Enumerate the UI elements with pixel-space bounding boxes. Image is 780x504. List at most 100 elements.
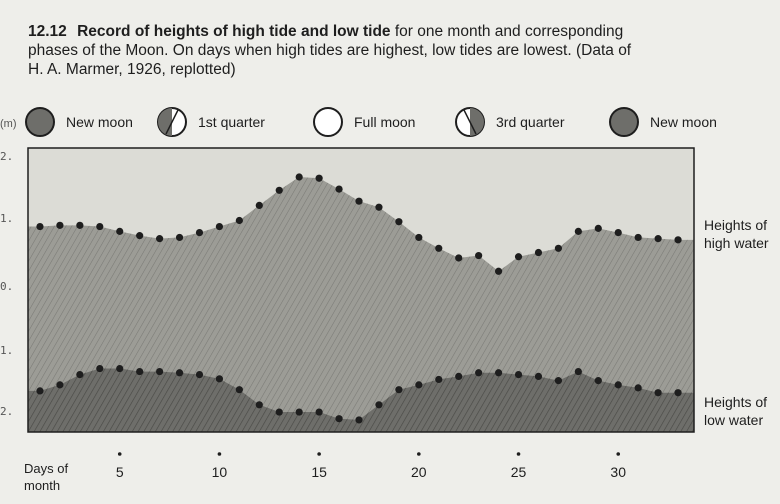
figure-number: 12.12 xyxy=(28,23,67,40)
new-moon-icon xyxy=(609,107,639,137)
low-water-point xyxy=(215,375,224,383)
first-quarter-icon xyxy=(157,107,187,137)
low-water-point xyxy=(255,401,263,409)
full-moon-icon xyxy=(313,107,343,137)
low-water-point xyxy=(156,367,164,376)
low-water-point xyxy=(395,386,403,394)
high-water-point xyxy=(175,233,184,242)
figure-caption-text: for one month and corresponding phases o… xyxy=(28,23,632,78)
low-water-point xyxy=(355,416,363,424)
high-water-point xyxy=(156,235,164,243)
plot-frame xyxy=(27,147,695,433)
high-water-point xyxy=(634,233,642,242)
high-water-point xyxy=(215,222,224,231)
x-tick-dot xyxy=(616,452,621,456)
low-water-point xyxy=(634,384,642,392)
low-water-point xyxy=(96,364,104,373)
low-water-label-line: Heights of xyxy=(704,394,768,410)
figure-caption: 12.12 Record of heights of high tide and… xyxy=(28,22,648,79)
low-water-point xyxy=(475,369,483,377)
high-water-point xyxy=(435,244,443,252)
high-water-point xyxy=(295,173,303,181)
tide-data-points xyxy=(36,173,682,424)
high-water-point xyxy=(56,221,64,229)
phase-label: New moon xyxy=(650,114,717,130)
high-water-point xyxy=(494,267,503,275)
y-tick-label: 2. xyxy=(0,150,14,163)
low-water-point xyxy=(534,372,543,381)
high-water-point xyxy=(594,224,602,232)
low-water-point xyxy=(375,401,383,409)
low-water-point xyxy=(455,372,463,381)
low-water-point xyxy=(195,370,204,379)
third-quarter-icon xyxy=(455,107,485,137)
x-tick-dot xyxy=(117,452,122,456)
low-water-point xyxy=(674,389,682,397)
tide-areas xyxy=(28,177,694,432)
x-tick-label: 15 xyxy=(311,464,327,480)
low-water-point xyxy=(514,370,523,379)
high-water-point xyxy=(455,254,463,262)
high-water-point xyxy=(335,185,343,193)
low-water-point xyxy=(554,377,563,385)
y-tick-label: 2. xyxy=(0,405,14,418)
high-water-point xyxy=(674,236,682,244)
high-water-label-line: Heights of xyxy=(704,217,768,233)
high-water-point xyxy=(475,251,483,260)
y-axis-unit: (m) xyxy=(0,118,17,130)
phase-label: 3rd quarter xyxy=(496,114,565,130)
low-water-point xyxy=(494,369,503,377)
low-water-point xyxy=(654,389,662,397)
low-water-point xyxy=(275,408,283,416)
high-water-point xyxy=(534,248,543,257)
x-axis-label: Days of month xyxy=(24,461,69,493)
phase-label: 1st quarter xyxy=(198,114,265,130)
high-water-point xyxy=(355,197,363,205)
y-tick-label: 1. xyxy=(0,344,14,357)
high-water-point xyxy=(375,203,383,211)
x-tick-dot xyxy=(217,452,222,456)
low-water-point xyxy=(76,370,84,379)
low-water-point xyxy=(594,377,602,385)
high-water-point xyxy=(514,253,523,261)
phase-label: Full moon xyxy=(354,114,416,130)
phase-first-quarter: 1st quarter xyxy=(156,106,265,138)
high-water-point xyxy=(76,221,84,229)
low-water-point xyxy=(136,367,144,376)
low-water-point xyxy=(116,364,124,373)
high-water-point xyxy=(395,218,403,226)
low-water-point xyxy=(56,381,64,389)
phase-new-moon-end: New moon xyxy=(608,106,717,138)
high-water-label-line: high water xyxy=(704,235,769,251)
x-tick-label: 5 xyxy=(115,464,124,480)
x-tick-label: 10 xyxy=(211,464,228,480)
high-water-point xyxy=(36,222,44,231)
x-tick-label: 25 xyxy=(510,464,527,480)
x-tick-marks xyxy=(117,452,621,456)
x-tick-label: 30 xyxy=(610,464,627,480)
low-water-hatch xyxy=(28,368,694,432)
low-water-point xyxy=(614,381,622,389)
low-water-point xyxy=(335,415,343,423)
high-water-point xyxy=(275,186,283,194)
high-water-label: Heights of high water xyxy=(704,216,769,252)
phase-label: New moon xyxy=(66,114,133,130)
new-moon-icon xyxy=(25,107,55,137)
low-water-point xyxy=(574,367,582,376)
figure-title: Record of heights of high tide and low t… xyxy=(77,23,391,40)
low-water-point xyxy=(36,387,44,395)
phase-new-moon-start: New moon xyxy=(24,106,133,138)
low-water-point xyxy=(295,408,303,416)
high-water-point xyxy=(554,244,563,252)
high-water-point xyxy=(96,222,104,231)
low-water-point xyxy=(435,375,443,384)
high-water-point xyxy=(255,201,263,210)
high-water-point xyxy=(235,216,243,225)
moon-phase-legend: New moon 1st quarter Full moon 3rd quart… xyxy=(0,104,780,140)
low-water-label: Heights of low water xyxy=(704,393,767,429)
high-water-point xyxy=(136,232,144,240)
high-water-point xyxy=(614,228,622,237)
x-tick-label: 20 xyxy=(411,464,427,480)
low-water-point xyxy=(315,408,323,416)
